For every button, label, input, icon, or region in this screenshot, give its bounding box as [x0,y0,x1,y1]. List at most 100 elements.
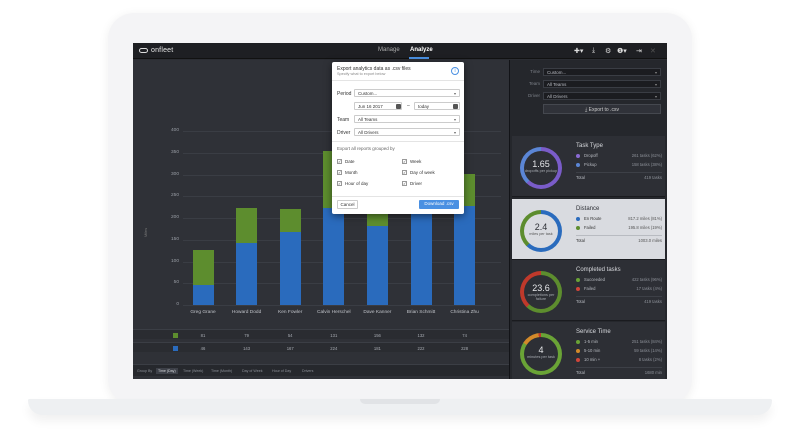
bar-segment-enroute[interactable] [366,226,388,305]
export-modal: Export analytics data as .csv files Spec… [332,62,464,214]
bar-segment-enroute[interactable] [454,205,476,305]
check-icon: ✓ [337,159,342,165]
driver-select[interactable]: All Drivers ▾ [354,128,460,136]
stat-card-completed-tasks[interactable]: 23.6 completions per failure Completed tas… [512,260,665,321]
table-cell: 54 [287,333,293,338]
legend-value: 195.8 miles (19%) [628,225,662,230]
x-category-label: Greg Grane [190,310,216,315]
driver-filter-select[interactable]: All Drivers ▾ [543,92,661,100]
group-by-time-day[interactable]: Time (Day) [156,368,178,374]
stat-card-service-time[interactable]: 4 minutes per task Service Time 1-5 min 251 … [512,322,665,379]
total-value: 419 tasks [644,175,662,180]
legend-row: En Route 817.2 miles (81%) [576,216,662,223]
x-category-label: Christina Zhu [450,310,479,315]
legend-dot [576,163,580,167]
period-label: Period [337,91,352,97]
driver-value: All Drivers [358,130,379,135]
date-to-input[interactable]: today [414,102,460,110]
check-icon: ✓ [402,170,407,176]
download-icon[interactable]: ⤓ [592,47,596,54]
date-from-input[interactable]: Jun 16 2017 [354,102,402,110]
checkbox-hour-of-day[interactable]: ✓ Hour of day [337,181,368,187]
summary-ring: 2.4 miles per task [520,210,562,252]
calendar-icon[interactable] [396,104,401,109]
total-label: Total [576,370,585,375]
tab-manage[interactable]: Manage [378,47,400,53]
team-filter-select[interactable]: All Teams ▾ [543,80,661,88]
legend-name: 5-10 min [584,348,601,353]
driver-filter-value: All Drivers [547,94,568,99]
stat-card-task-type[interactable]: 1.65 dropoffs per pickup Task Type Dropoff 2… [512,136,665,197]
legend-value: 17 tasks (4%) [636,286,662,291]
legend-name: Succeeded [584,277,605,282]
x-category-label: Calvin Herschel [317,310,351,315]
legend-name: Pickup [584,162,597,167]
total-row: Total 419 tasks [576,175,662,182]
tab-analyze[interactable]: Analyze [410,47,433,53]
download-icon: ⤓ [585,107,589,113]
checkbox-week[interactable]: ✓ Week [402,159,422,165]
bar-segment-enroute[interactable] [236,242,258,305]
legend-row: Dropoff 261 tasks (62%) [576,153,662,160]
gear-icon[interactable]: ⚙ [605,48,612,55]
plus-icon[interactable]: ✚▾ [574,48,584,55]
bar-segment-failed[interactable] [192,249,214,285]
app-logo[interactable]: onfleet [139,47,173,54]
summary-number: 2.4 [534,222,548,232]
bar-segment-enroute[interactable] [410,208,432,305]
bar-segment-failed[interactable] [279,208,301,233]
checkbox-day-of-week[interactable]: ✓ Day of week [402,170,435,176]
team-select[interactable]: All Teams ▾ [354,115,460,123]
group-by-time-week[interactable]: Time (Week) [183,369,204,373]
group-by-time-month[interactable]: Time (Month) [211,369,233,373]
download-csv-button[interactable]: Download .csv [419,200,459,209]
date-separator: – [407,103,410,109]
legend-value: 251 tasks (84%) [631,339,662,344]
calendar-icon[interactable] [453,104,458,109]
cancel-button[interactable]: Cancel [337,200,358,209]
checkbox-date[interactable]: ✓ Date [337,159,355,165]
bar-segment-enroute[interactable] [323,207,345,305]
bar-segment-failed[interactable] [236,208,258,243]
time-filter-select[interactable]: Custom... ▾ [543,68,661,76]
checkbox-month[interactable]: ✓ Month [337,170,358,176]
export-csv-button[interactable]: ⤓ Export to .csv [543,104,661,114]
info-icon[interactable]: i [451,67,459,75]
bar-segment-enroute[interactable] [192,284,214,305]
checkbox-week-label: Week [410,159,422,164]
group-by-hour-of-day[interactable]: Hour of Day [272,369,292,373]
y-tick-label: 400 [170,128,179,133]
export-csv-label: Export to .csv [588,107,619,113]
group-by-drivers[interactable]: Drivers [302,369,314,373]
summary-ring-center: 4 minutes per task [524,337,558,371]
table-cell: 132 [417,333,425,338]
stats-sidebar: Time Custom... ▾ Team All Teams ▾ Driver A… [509,60,667,379]
legend-dot [576,217,580,221]
group-by-label: Group By [137,369,153,373]
chevron-down-icon: ▾ [654,82,657,87]
checkbox-driver[interactable]: ✓ Driver [402,181,422,187]
help-icon[interactable]: ❶▾ [617,48,627,55]
logout-icon[interactable]: ⇥ [636,48,642,55]
legend-value: 158 tasks (38%) [631,162,662,167]
summary-caption: completions per failure [527,293,555,302]
modal-divider [332,196,464,197]
legend-name: Failed [584,286,596,291]
bar-segment-enroute[interactable] [279,232,301,305]
x-category-label: Brian Schmitt [406,310,436,315]
stat-card-distance[interactable]: 2.4 miles per task Distance En Route 817.2 m… [512,199,665,260]
table-cell: 224 [330,346,338,351]
team-value: All Teams [358,117,378,122]
total-row: Total 1680 min [576,370,662,377]
table-cell: 74 [462,333,467,338]
legend-swatch-enroute [173,346,178,351]
table-cell: 156 [373,333,381,338]
period-select[interactable]: Custom... ▾ [354,89,460,97]
close-icon[interactable]: ✕ [650,48,656,55]
group-by-bar: Group By Time (Day) Time (Week) Time (Mo… [133,364,509,376]
group-by-day-of-week[interactable]: Day of Week [242,369,263,373]
card-title: Task Type [576,143,603,149]
gridline [183,305,501,306]
table-cell: 79 [244,333,249,338]
legend-dot [576,349,580,353]
